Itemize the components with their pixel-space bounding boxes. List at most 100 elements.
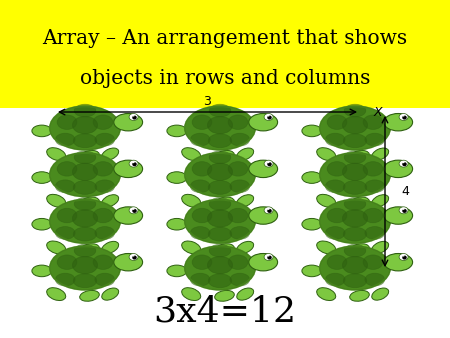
Ellipse shape <box>47 148 66 161</box>
Ellipse shape <box>267 209 272 213</box>
Ellipse shape <box>73 227 97 241</box>
Ellipse shape <box>402 162 407 166</box>
Ellipse shape <box>32 218 52 230</box>
Ellipse shape <box>167 265 187 277</box>
Text: 3: 3 <box>203 95 212 108</box>
Ellipse shape <box>365 133 385 146</box>
Ellipse shape <box>167 218 187 230</box>
Ellipse shape <box>57 208 77 223</box>
Ellipse shape <box>317 288 336 300</box>
Ellipse shape <box>132 256 137 260</box>
Ellipse shape <box>237 241 254 254</box>
Ellipse shape <box>302 265 322 277</box>
Ellipse shape <box>72 163 98 180</box>
Ellipse shape <box>132 116 137 120</box>
Ellipse shape <box>185 199 255 243</box>
Ellipse shape <box>399 207 408 214</box>
Ellipse shape <box>343 134 367 148</box>
Ellipse shape <box>93 208 113 223</box>
Ellipse shape <box>74 104 96 117</box>
Ellipse shape <box>363 162 383 176</box>
Ellipse shape <box>93 162 113 176</box>
Ellipse shape <box>47 194 66 207</box>
Ellipse shape <box>365 226 385 239</box>
Ellipse shape <box>325 226 345 239</box>
Ellipse shape <box>268 255 270 257</box>
Ellipse shape <box>55 226 75 239</box>
Ellipse shape <box>302 218 322 230</box>
Ellipse shape <box>399 254 408 261</box>
Ellipse shape <box>209 244 231 257</box>
Ellipse shape <box>264 207 273 214</box>
Ellipse shape <box>132 209 137 213</box>
Ellipse shape <box>57 255 77 269</box>
Ellipse shape <box>114 207 143 224</box>
Ellipse shape <box>237 288 254 300</box>
Ellipse shape <box>317 194 336 207</box>
Ellipse shape <box>50 153 120 196</box>
Ellipse shape <box>403 162 405 163</box>
Ellipse shape <box>74 151 96 164</box>
Ellipse shape <box>402 209 407 213</box>
Ellipse shape <box>215 150 234 161</box>
Ellipse shape <box>350 244 369 255</box>
Ellipse shape <box>302 172 322 184</box>
Ellipse shape <box>342 210 368 227</box>
Ellipse shape <box>55 180 75 193</box>
Ellipse shape <box>317 148 336 161</box>
Text: X: X <box>374 106 382 120</box>
Ellipse shape <box>350 197 369 208</box>
Ellipse shape <box>80 197 99 208</box>
Ellipse shape <box>207 116 233 134</box>
Ellipse shape <box>372 195 389 207</box>
Ellipse shape <box>95 133 115 146</box>
Ellipse shape <box>228 255 248 269</box>
Ellipse shape <box>327 162 347 176</box>
Ellipse shape <box>167 172 187 184</box>
Ellipse shape <box>372 241 389 254</box>
Ellipse shape <box>114 254 143 271</box>
Text: Array – An arrangement that shows: Array – An arrangement that shows <box>42 28 408 48</box>
Ellipse shape <box>190 180 210 193</box>
Ellipse shape <box>50 199 120 243</box>
Ellipse shape <box>363 208 383 223</box>
Ellipse shape <box>215 290 234 301</box>
Ellipse shape <box>365 273 385 286</box>
Ellipse shape <box>74 244 96 257</box>
Ellipse shape <box>327 115 347 129</box>
Text: 3x4=12: 3x4=12 <box>153 295 297 329</box>
Ellipse shape <box>55 273 75 286</box>
Ellipse shape <box>185 153 255 196</box>
Ellipse shape <box>320 106 390 150</box>
Ellipse shape <box>342 116 368 134</box>
Ellipse shape <box>363 115 383 129</box>
Ellipse shape <box>403 209 405 210</box>
Ellipse shape <box>249 207 278 224</box>
Ellipse shape <box>402 256 407 260</box>
Ellipse shape <box>264 160 273 167</box>
Ellipse shape <box>95 273 115 286</box>
Ellipse shape <box>343 274 367 288</box>
Ellipse shape <box>133 209 135 210</box>
Ellipse shape <box>403 255 405 257</box>
Ellipse shape <box>133 115 135 117</box>
Ellipse shape <box>185 246 255 290</box>
Ellipse shape <box>182 241 201 254</box>
Ellipse shape <box>80 150 99 161</box>
Ellipse shape <box>192 115 212 129</box>
Ellipse shape <box>372 148 389 160</box>
Ellipse shape <box>384 114 413 131</box>
Ellipse shape <box>268 115 270 117</box>
Ellipse shape <box>47 241 66 254</box>
Ellipse shape <box>327 255 347 269</box>
Ellipse shape <box>133 162 135 163</box>
Ellipse shape <box>230 226 250 239</box>
Ellipse shape <box>73 134 97 148</box>
Ellipse shape <box>132 162 137 166</box>
Ellipse shape <box>102 195 119 207</box>
Ellipse shape <box>207 163 233 180</box>
Ellipse shape <box>192 255 212 269</box>
Ellipse shape <box>72 210 98 227</box>
Ellipse shape <box>73 274 97 288</box>
Ellipse shape <box>384 207 413 224</box>
